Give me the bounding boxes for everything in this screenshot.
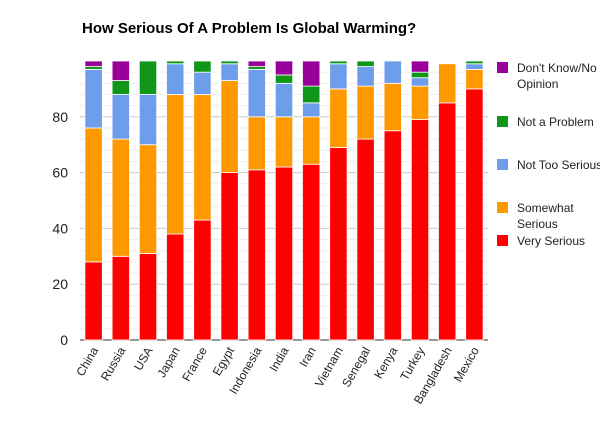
- bar-segment-very-serious: [84, 261, 103, 341]
- bar-segment-not-a-problem: [410, 71, 430, 79]
- bar-segment-don-t-know-no-opinion: [274, 60, 294, 76]
- bar-segment-not-a-problem: [302, 85, 321, 104]
- x-tick-label: Kenya: [371, 344, 400, 381]
- y-tick-label: 80: [52, 109, 68, 125]
- bar-segment-somewhat-serious: [410, 85, 430, 120]
- bar-segment-somewhat-serious: [138, 144, 158, 254]
- bar-segment-somewhat-serious: [438, 63, 457, 104]
- legend-swatch: [497, 116, 508, 127]
- bar-segment-somewhat-serious: [247, 116, 266, 171]
- bar-segment-not-too-serious: [166, 63, 185, 95]
- bar-segment-not-too-serious: [356, 66, 375, 87]
- bar-segment-not-a-problem: [274, 74, 294, 84]
- legend-label: Somewhat Serious: [517, 201, 574, 231]
- x-tick-label: India: [266, 344, 291, 374]
- legend-swatch: [497, 62, 508, 73]
- x-tick-label: Iran: [296, 345, 318, 370]
- bar-segment-very-serious: [193, 219, 212, 341]
- x-tick-label: France: [179, 344, 210, 384]
- bar-segment-not-a-problem: [111, 80, 130, 95]
- bar-segment-very-serious: [410, 119, 430, 341]
- y-tick-label: 40: [52, 220, 68, 236]
- bar-segment-somewhat-serious: [302, 116, 321, 165]
- bar-segment-somewhat-serious: [166, 94, 185, 235]
- y-tick-label: 0: [60, 332, 68, 348]
- bar-segment-very-serious: [166, 233, 185, 341]
- bar-segment-very-serious: [274, 166, 294, 341]
- bar-segment-don-t-know-no-opinion: [410, 60, 430, 73]
- bar-segment-not-too-serious: [247, 68, 266, 118]
- bar-segment-somewhat-serious: [383, 82, 402, 132]
- x-tick-label: USA: [131, 345, 155, 373]
- bar-segment-somewhat-serious: [220, 80, 239, 173]
- bar-segment-don-t-know-no-opinion: [84, 60, 103, 67]
- legend-swatch: [497, 202, 508, 213]
- legend-label: Very Serious: [517, 234, 586, 248]
- bar-segment-not-a-problem: [193, 60, 212, 73]
- y-tick-label: 60: [52, 165, 68, 181]
- bar-segment-very-serious: [111, 255, 130, 341]
- bar-segment-not-a-problem: [465, 60, 484, 65]
- legend-swatch: [497, 159, 508, 170]
- bar-segment-not-too-serious: [383, 60, 402, 84]
- y-tick-label: 20: [52, 276, 68, 292]
- legend-label: Not a Problem: [517, 115, 594, 129]
- bar-segment-very-serious: [438, 102, 457, 341]
- bar-segment-not-a-problem: [138, 60, 158, 95]
- bar-segment-not-a-problem: [166, 60, 185, 65]
- bar-segment-somewhat-serious: [111, 138, 130, 257]
- bar-segment-somewhat-serious: [465, 68, 484, 90]
- bar-segment-somewhat-serious: [84, 127, 103, 263]
- chart-title: How Serious Of A Problem Is Global Warmi…: [82, 20, 417, 37]
- bar-segment-not-a-problem: [329, 60, 348, 65]
- bar-segment-somewhat-serious: [356, 85, 375, 140]
- x-tick-label: Russia: [98, 344, 129, 383]
- bar-segment-don-t-know-no-opinion: [247, 60, 266, 67]
- bar-segment-don-t-know-no-opinion: [302, 60, 321, 87]
- bar-segment-not-too-serious: [193, 71, 212, 95]
- bar-segment-not-a-problem: [220, 60, 239, 65]
- bar-segment-somewhat-serious: [274, 116, 294, 168]
- bar-segment-somewhat-serious: [193, 94, 212, 221]
- bar-segment-very-serious: [138, 253, 158, 341]
- bar-segment-not-a-problem: [247, 66, 266, 70]
- bar-segment-somewhat-serious: [329, 88, 348, 148]
- bar-segment-not-too-serious: [274, 82, 294, 118]
- legend-swatch: [497, 235, 508, 246]
- legend-label: Don't Know/No Opinion: [517, 61, 597, 91]
- bar-segment-very-serious: [302, 163, 321, 341]
- bar-segment-not-too-serious: [465, 63, 484, 70]
- x-tick-label: Japan: [154, 345, 182, 380]
- bar-segment-don-t-know-no-opinion: [111, 60, 130, 81]
- bar-segment-very-serious: [329, 147, 348, 341]
- bar-segment-not-too-serious: [138, 94, 158, 146]
- bar-segment-very-serious: [247, 169, 266, 341]
- bar-segment-very-serious: [383, 130, 402, 341]
- bar-segment-not-a-problem: [356, 60, 375, 67]
- bar-segment-not-too-serious: [329, 63, 348, 90]
- bar-segment-not-too-serious: [220, 63, 239, 81]
- bar-segment-very-serious: [356, 138, 375, 341]
- bar-segment-not-too-serious: [84, 68, 103, 129]
- bar-segment-very-serious: [220, 172, 239, 341]
- x-tick-label: Mexico: [451, 344, 482, 384]
- x-tick-label: Egypt: [210, 344, 238, 378]
- bar-segment-not-too-serious: [111, 94, 130, 140]
- legend-label: Not Too Serious: [517, 158, 600, 172]
- bar-segment-not-too-serious: [410, 77, 430, 87]
- bar-segment-very-serious: [465, 88, 484, 341]
- bar-segment-not-a-problem: [84, 66, 103, 70]
- bar-segment-not-too-serious: [302, 102, 321, 118]
- x-tick-label: China: [73, 344, 101, 378]
